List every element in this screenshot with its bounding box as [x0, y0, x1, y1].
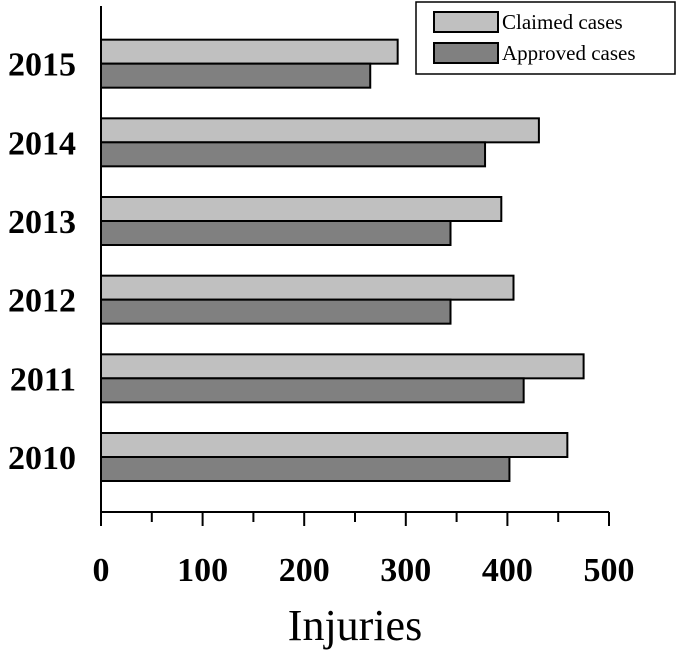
category-label-2014: 2014	[8, 125, 76, 162]
bar-claimed-cases-2014[interactable]	[100, 117, 540, 144]
bar-approved-cases-2012[interactable]	[100, 298, 452, 325]
x-tick-label-500: 500	[584, 552, 635, 589]
x-tick-label-0: 0	[93, 552, 110, 589]
category-label-2013: 2013	[8, 204, 76, 241]
legend[interactable]: Claimed cases Approved cases	[415, 1, 676, 75]
bar-approved-cases-2014[interactable]	[100, 141, 487, 168]
legend-label-approved-cases: Approved cases	[502, 41, 636, 65]
legend-swatch-approved-cases	[433, 42, 499, 64]
x-axis-title: Injuries	[288, 601, 422, 650]
bar-approved-cases-2013[interactable]	[100, 220, 452, 246]
legend-label-claimed-cases: Claimed cases	[502, 10, 623, 34]
axes	[100, 6, 610, 526]
bar-claimed-cases-2013[interactable]	[100, 196, 503, 222]
bar-claimed-cases-2010[interactable]	[100, 432, 569, 458]
x-tick-label-100: 100	[177, 552, 228, 589]
bar-approved-cases-2010[interactable]	[100, 456, 511, 482]
x-tick-label-400: 400	[482, 552, 533, 589]
x-tick-label-300: 300	[380, 552, 431, 589]
labels: 2010 2011 2012 2013 2014 2015 0 100 200 300 400 500…	[8, 47, 635, 650]
category-label-2011: 2011	[10, 361, 76, 398]
bar-claimed-cases-2015[interactable]	[100, 38, 399, 65]
bar-claimed-cases-2011[interactable]	[100, 353, 585, 380]
x-tick-label-200: 200	[279, 552, 330, 589]
category-label-2012: 2012	[8, 283, 76, 320]
category-label-2010: 2010	[8, 440, 76, 477]
bar-approved-cases-2015[interactable]	[100, 62, 372, 89]
bars	[100, 38, 585, 482]
bar-approved-cases-2011[interactable]	[100, 377, 525, 404]
bar-claimed-cases-2012[interactable]	[100, 274, 515, 301]
legend-swatch-claimed-cases	[433, 11, 499, 33]
category-label-2015: 2015	[8, 47, 76, 84]
